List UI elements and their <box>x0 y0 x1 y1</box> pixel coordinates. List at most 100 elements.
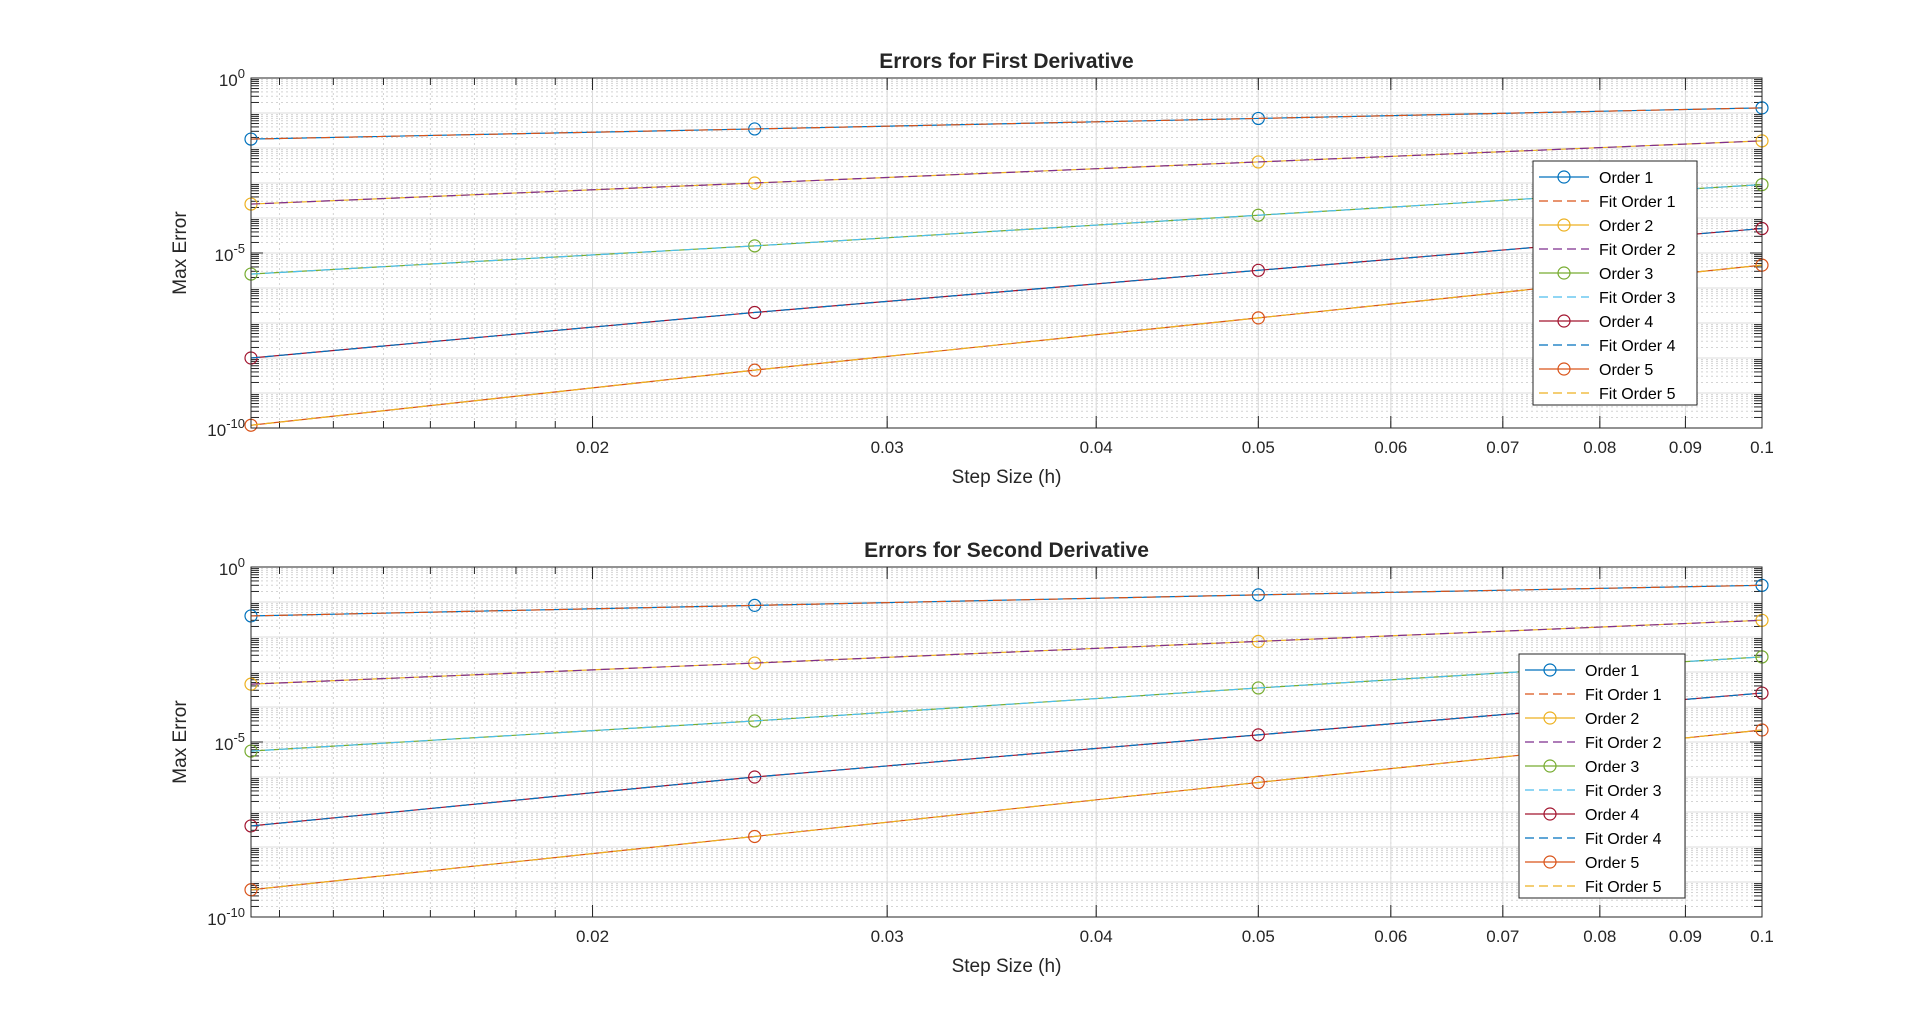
legend-label: Order 1 <box>1585 663 1639 680</box>
legend-marker <box>1557 218 1571 232</box>
series-line-fit-order-3 <box>250 184 1763 275</box>
legend-label: Order 4 <box>1599 314 1653 331</box>
chart-panel-1: 0.02 0.03 0.04 0.05 0.06 0.07 0.08 0.09 0.1 100 10… <box>170 50 1774 488</box>
y-tick-label: 10-5 <box>215 241 245 265</box>
legend-item-fit-order-5[interactable]: Fit Order 5 <box>1539 386 1676 403</box>
legend-item-order-5[interactable]: Order 5 <box>1539 362 1653 379</box>
series-line-order-1 <box>250 584 1763 617</box>
x-tick-label: 0.04 <box>1080 927 1113 946</box>
y-tick-label: 10-5 <box>215 730 245 754</box>
legend-item-fit-order-3[interactable]: Fit Order 3 <box>1539 290 1676 307</box>
x-tick-label: 0.06 <box>1374 927 1407 946</box>
x-tick-label: 0.07 <box>1486 927 1519 946</box>
data-point-order-5 <box>1251 311 1265 325</box>
x-tick-label: 0.03 <box>871 438 904 457</box>
legend[interactable]: Order 1 Fit Order 1 Order 2 Fit Order 2 Orde… <box>1532 160 1698 406</box>
legend-marker <box>1557 314 1571 328</box>
legend-item-order-3[interactable]: Order 3 <box>1539 266 1653 283</box>
x-tick-label: 0.02 <box>576 438 609 457</box>
legend-item-fit-order-4[interactable]: Fit Order 4 <box>1539 338 1676 355</box>
legend-label: Fit Order 1 <box>1599 194 1676 211</box>
legend-label: Fit Order 2 <box>1599 242 1676 259</box>
series-line-fit-order-3 <box>250 656 1763 752</box>
legend-label: Fit Order 3 <box>1585 783 1662 800</box>
legend-label: Order 3 <box>1599 266 1653 283</box>
legend-label: Order 1 <box>1599 170 1653 187</box>
legend-label: Order 2 <box>1585 711 1639 728</box>
legend-item-order-2[interactable]: Order 2 <box>1525 711 1639 728</box>
legend-item-order-1[interactable]: Order 1 <box>1539 170 1653 187</box>
legend-label: Order 3 <box>1585 759 1639 776</box>
legend-marker <box>1557 362 1571 376</box>
series-line-fit-order-4 <box>250 227 1763 359</box>
x-tick-label: 0.06 <box>1374 438 1407 457</box>
legend-marker <box>1543 759 1557 773</box>
y-tick-label: 100 <box>219 555 245 579</box>
legend-label: Order 2 <box>1599 218 1653 235</box>
legend-label: Fit Order 5 <box>1585 879 1662 896</box>
x-tick-label: 0.08 <box>1583 927 1616 946</box>
legend-label: Fit Order 2 <box>1585 735 1662 752</box>
legend-item-order-5[interactable]: Order 5 <box>1525 855 1639 872</box>
legend-marker <box>1543 855 1557 869</box>
x-tick-label: 0.09 <box>1669 438 1702 457</box>
data-point-order-5 <box>1251 775 1265 790</box>
x-axis-label: Step Size (h) <box>952 956 1062 977</box>
legend-item-fit-order-1[interactable]: Fit Order 1 <box>1525 687 1662 704</box>
x-tick-label: 0.03 <box>871 927 904 946</box>
chart-title: Errors for First Derivative <box>879 50 1133 73</box>
grid <box>251 567 1763 917</box>
series-line-order-1 <box>250 107 1763 140</box>
series-line-fit-order-2 <box>250 140 1763 205</box>
legend-item-fit-order-1[interactable]: Fit Order 1 <box>1539 194 1676 211</box>
x-tick-label: 0.02 <box>576 927 609 946</box>
x-tick-label: 0.1 <box>1750 438 1774 457</box>
series-line-fit-order-4 <box>250 692 1763 827</box>
legend-item-order-2[interactable]: Order 2 <box>1539 218 1653 235</box>
data-point-order-5 <box>748 829 762 844</box>
legend-item-fit-order-2[interactable]: Fit Order 2 <box>1525 735 1662 752</box>
legend-marker <box>1543 807 1557 821</box>
legend-item-fit-order-4[interactable]: Fit Order 4 <box>1525 831 1662 848</box>
chart-panel-2: 0.02 0.03 0.04 0.05 0.06 0.07 0.08 0.09 0.1 100 10… <box>170 539 1774 977</box>
grid <box>251 78 1763 428</box>
data-point-order-4 <box>1251 263 1265 277</box>
legend-item-order-1[interactable]: Order 1 <box>1525 663 1639 680</box>
y-tick-label: 100 <box>219 66 245 90</box>
y-axis-label: Max Error <box>170 211 191 295</box>
y-axis-label: Max Error <box>170 700 191 784</box>
legend-label: Fit Order 3 <box>1599 290 1676 307</box>
legend-marker <box>1543 663 1557 677</box>
legend-marker <box>1557 266 1571 280</box>
legend-label: Order 5 <box>1585 855 1639 872</box>
legend-item-fit-order-2[interactable]: Fit Order 2 <box>1539 242 1676 259</box>
legend-label: Fit Order 5 <box>1599 386 1676 403</box>
series-group <box>244 101 1769 432</box>
legend-item-order-4[interactable]: Order 4 <box>1539 314 1653 331</box>
x-tick-label: 0.07 <box>1486 438 1519 457</box>
legend[interactable]: Order 1 Fit Order 1 Order 2 Fit Order 2 Orde… <box>1518 653 1686 899</box>
legend-item-fit-order-5[interactable]: Fit Order 5 <box>1525 879 1662 896</box>
legend-item-order-3[interactable]: Order 3 <box>1525 759 1639 776</box>
data-point-order-4 <box>1251 728 1265 742</box>
x-tick-label: 0.08 <box>1583 438 1616 457</box>
legend-label: Fit Order 4 <box>1599 338 1676 355</box>
legend-marker <box>1543 711 1557 725</box>
x-tick-label: 0.04 <box>1080 438 1113 457</box>
legend-label: Fit Order 1 <box>1585 687 1662 704</box>
x-tick-label: 0.05 <box>1242 927 1275 946</box>
legend-label: Fit Order 4 <box>1585 831 1662 848</box>
legend-item-fit-order-3[interactable]: Fit Order 3 <box>1525 783 1662 800</box>
x-axis-label: Step Size (h) <box>952 467 1062 488</box>
legend-label: Order 5 <box>1599 362 1653 379</box>
series-group <box>244 578 1769 897</box>
x-tick-label: 0.09 <box>1669 927 1702 946</box>
data-point-order-5 <box>748 363 762 377</box>
legend-item-order-4[interactable]: Order 4 <box>1525 807 1639 824</box>
chart-title: Errors for Second Derivative <box>864 539 1149 562</box>
legend-marker <box>1557 170 1571 184</box>
legend-label: Order 4 <box>1585 807 1639 824</box>
series-line-fit-order-5 <box>250 264 1763 426</box>
